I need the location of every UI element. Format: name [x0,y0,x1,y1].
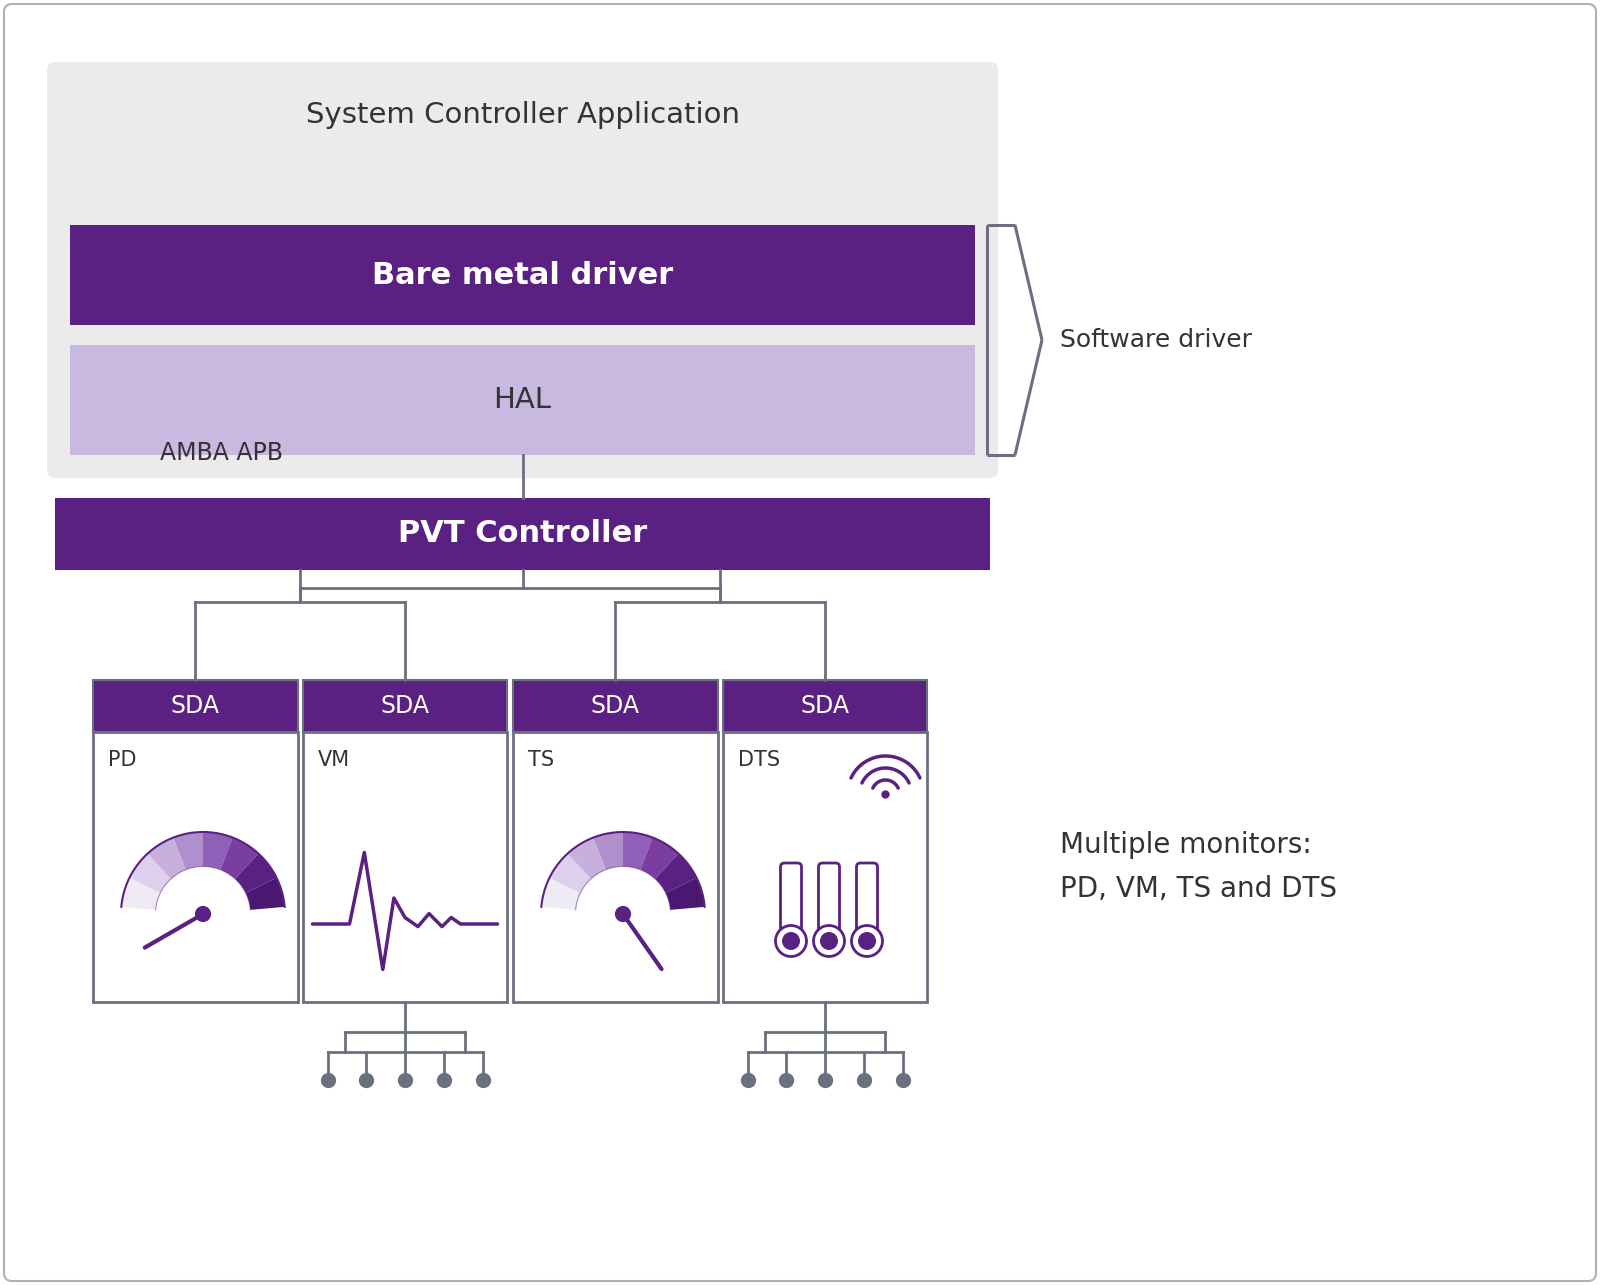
Bar [93,732,298,1002]
Polygon shape [594,831,622,870]
Circle shape [858,932,875,950]
Bar [70,225,974,325]
Polygon shape [654,853,696,893]
Polygon shape [640,838,678,879]
Polygon shape [147,838,186,879]
Polygon shape [130,853,171,893]
Circle shape [813,925,845,956]
Bar [54,499,990,571]
Bar [512,680,717,732]
Bar [723,680,928,732]
Bar [93,680,298,732]
Polygon shape [549,853,590,893]
FancyBboxPatch shape [781,864,802,943]
Text: DTS: DTS [738,750,779,770]
Text: SDA: SDA [171,694,219,718]
Polygon shape [235,853,277,893]
Circle shape [776,925,806,956]
Polygon shape [173,831,203,870]
Polygon shape [203,831,232,870]
Bar [302,680,507,732]
Text: HAL: HAL [493,386,552,414]
FancyBboxPatch shape [46,62,998,478]
Circle shape [851,925,883,956]
Text: VM: VM [317,750,350,770]
Circle shape [195,907,210,921]
Text: Software driver: Software driver [1059,328,1251,352]
Polygon shape [622,831,653,870]
Text: PVT Controller: PVT Controller [398,519,646,549]
Polygon shape [568,838,606,879]
Polygon shape [541,878,581,910]
Bar [70,344,974,455]
Bar [723,732,928,1002]
Polygon shape [666,878,704,910]
Text: System Controller Application: System Controller Application [306,102,739,128]
Bar [512,732,717,1002]
Text: TS: TS [528,750,554,770]
FancyBboxPatch shape [856,864,877,943]
Text: Multiple monitors:
PD, VM, TS and DTS: Multiple monitors: PD, VM, TS and DTS [1059,831,1338,902]
Text: PD: PD [107,750,136,770]
FancyBboxPatch shape [819,864,840,943]
FancyBboxPatch shape [3,4,1597,1281]
Circle shape [782,932,800,950]
Circle shape [821,932,838,950]
Polygon shape [246,878,285,910]
Bar [302,732,507,1002]
Text: SDA: SDA [800,694,850,718]
Text: Bare metal driver: Bare metal driver [371,261,674,289]
Polygon shape [221,838,258,879]
Text: AMBA APB: AMBA APB [160,441,283,465]
Text: SDA: SDA [381,694,429,718]
Circle shape [616,907,630,921]
Text: SDA: SDA [590,694,640,718]
Polygon shape [122,878,160,910]
